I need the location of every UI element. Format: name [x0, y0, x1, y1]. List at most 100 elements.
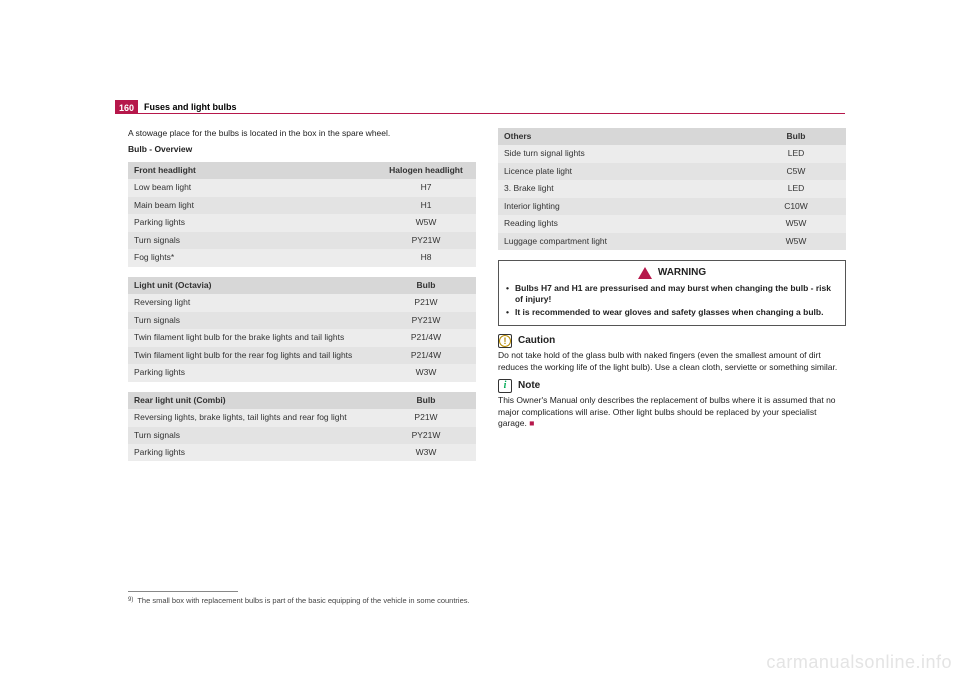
note-heading: i Note: [498, 379, 846, 393]
caution-heading-text: Caution: [518, 334, 555, 348]
warning-box: WARNING • Bulbs H7 and H1 are pressurised…: [498, 260, 846, 326]
table-row: Low beam lightH7: [128, 179, 476, 196]
table-row: Parking lightsW3W: [128, 444, 476, 461]
warning-heading-text: WARNING: [658, 266, 706, 280]
th-right: Bulb: [376, 277, 476, 294]
td-label: Luggage compartment light: [498, 233, 746, 250]
table-rear-light-combi: Rear light unit (Combi) Bulb Reversing l…: [128, 392, 476, 462]
td-label: Reading lights: [498, 215, 746, 232]
table-row: Licence plate lightC5W: [498, 163, 846, 180]
left-column: A stowage place for the bulbs is located…: [128, 128, 476, 607]
td-label: Interior lighting: [498, 198, 746, 215]
td-value: P21/4W: [376, 347, 476, 364]
section-title: Fuses and light bulbs: [138, 100, 845, 114]
table-row: Interior lightingC10W: [498, 198, 846, 215]
note-text-body: This Owner's Manual only describes the r…: [498, 395, 836, 428]
table-row: Reversing lights, brake lights, tail lig…: [128, 409, 476, 426]
warning-item-text: It is recommended to wear gloves and saf…: [515, 307, 823, 318]
watermark: carmanualsonline.info: [766, 652, 952, 673]
table-row: Side turn signal lightsLED: [498, 145, 846, 162]
table-row: Parking lightsW5W: [128, 214, 476, 231]
note-icon: i: [498, 379, 512, 393]
table-others: Others Bulb Side turn signal lightsLED L…: [498, 128, 846, 250]
th-right: Bulb: [376, 392, 476, 409]
warning-item: • It is recommended to wear gloves and sa…: [506, 307, 838, 318]
table-header-row: Others Bulb: [498, 128, 846, 145]
table-row: Twin filament light bulb for the brake l…: [128, 329, 476, 346]
table-row: Twin filament light bulb for the rear fo…: [128, 347, 476, 364]
th-left: Front headlight: [128, 162, 376, 179]
td-label: Parking lights: [128, 444, 376, 461]
td-label: 3. Brake light: [498, 180, 746, 197]
table-row: Reversing lightP21W: [128, 294, 476, 311]
table-row: Main beam lightH1: [128, 197, 476, 214]
td-value: LED: [746, 145, 846, 162]
td-label: Side turn signal lights: [498, 145, 746, 162]
td-value: W5W: [376, 214, 476, 231]
td-label: Parking lights: [128, 364, 376, 381]
table-row: Luggage compartment lightW5W: [498, 233, 846, 250]
td-label: Turn signals: [128, 427, 376, 444]
th-left: Others: [498, 128, 746, 145]
td-value: W3W: [376, 444, 476, 461]
td-value: H7: [376, 179, 476, 196]
table-row: Fog lights*H8: [128, 249, 476, 266]
table-header-row: Light unit (Octavia) Bulb: [128, 277, 476, 294]
warning-icon: [638, 267, 652, 279]
note-heading-text: Note: [518, 379, 540, 393]
td-label: Reversing lights, brake lights, tail lig…: [128, 409, 376, 426]
table-row: Turn signalsPY21W: [128, 427, 476, 444]
table-front-headlight: Front headlight Halogen headlight Low be…: [128, 162, 476, 267]
td-label: Fog lights*: [128, 249, 376, 266]
td-value: C10W: [746, 198, 846, 215]
table-header-row: Front headlight Halogen headlight: [128, 162, 476, 179]
td-label: Licence plate light: [498, 163, 746, 180]
caution-icon: !: [498, 334, 512, 348]
manual-page: 160 Fuses and light bulbs A stowage plac…: [0, 0, 960, 679]
table-row: Parking lightsW3W: [128, 364, 476, 381]
warning-heading: WARNING: [506, 266, 838, 280]
right-column: Others Bulb Side turn signal lightsLED L…: [498, 128, 846, 607]
table-row: 3. Brake lightLED: [498, 180, 846, 197]
th-right: Bulb: [746, 128, 846, 145]
th-right: Halogen headlight: [376, 162, 476, 179]
warning-item: • Bulbs H7 and H1 are pressurised and may…: [506, 283, 838, 306]
overview-heading: Bulb - Overview: [128, 144, 476, 155]
table-light-unit-octavia: Light unit (Octavia) Bulb Reversing ligh…: [128, 277, 476, 382]
td-value: PY21W: [376, 312, 476, 329]
page-header: 160 Fuses and light bulbs: [115, 100, 845, 114]
td-label: Turn signals: [128, 232, 376, 249]
table-row: Turn signalsPY21W: [128, 312, 476, 329]
content-columns: A stowage place for the bulbs is located…: [128, 128, 846, 607]
intro-text: A stowage place for the bulbs is located…: [128, 128, 476, 139]
td-value: PY21W: [376, 427, 476, 444]
td-label: Main beam light: [128, 197, 376, 214]
footnote-text: The small box with replacement bulbs is …: [137, 596, 469, 606]
end-mark-icon: ■: [529, 418, 534, 428]
footnote: 9) The small box with replacement bulbs …: [128, 596, 476, 606]
td-value: C5W: [746, 163, 846, 180]
td-label: Twin filament light bulb for the rear fo…: [128, 347, 376, 364]
td-value: LED: [746, 180, 846, 197]
table-row: Turn signalsPY21W: [128, 232, 476, 249]
th-left: Rear light unit (Combi): [128, 392, 376, 409]
td-value: P21W: [376, 409, 476, 426]
caution-text: Do not take hold of the glass bulb with …: [498, 350, 846, 373]
bullet-icon: •: [506, 307, 509, 318]
th-left: Light unit (Octavia): [128, 277, 376, 294]
td-value: H8: [376, 249, 476, 266]
caution-heading: ! Caution: [498, 334, 846, 348]
footnote-separator: [128, 591, 238, 592]
td-label: Turn signals: [128, 312, 376, 329]
bullet-icon: •: [506, 283, 509, 306]
note-text: This Owner's Manual only describes the r…: [498, 395, 846, 429]
warning-body: • Bulbs H7 and H1 are pressurised and may…: [506, 283, 838, 318]
td-label: Low beam light: [128, 179, 376, 196]
warning-item-text: Bulbs H7 and H1 are pressurised and may …: [515, 283, 838, 306]
td-value: W3W: [376, 364, 476, 381]
page-number: 160: [115, 100, 138, 114]
td-value: W5W: [746, 215, 846, 232]
td-value: P21/4W: [376, 329, 476, 346]
td-label: Twin filament light bulb for the brake l…: [128, 329, 376, 346]
table-row: Reading lightsW5W: [498, 215, 846, 232]
